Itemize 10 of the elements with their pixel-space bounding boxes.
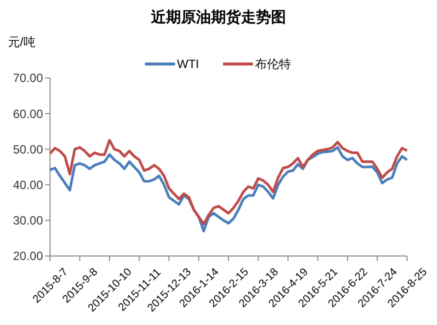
legend-label: WTI	[177, 57, 199, 72]
y-tick-label: 30.00	[12, 214, 44, 228]
y-tick-label: 20.00	[12, 249, 44, 264]
legend-label: 布伦特	[255, 57, 291, 72]
y-tick-label: 40.00	[12, 178, 44, 192]
y-axis-title: 元/吨	[8, 35, 36, 49]
y-tick-label: 70.00	[12, 71, 44, 86]
y-tick-label: 50.00	[12, 142, 44, 156]
y-tick-label: 60.00	[12, 106, 44, 121]
chart-title: 近期原油期货走势图	[150, 8, 286, 26]
